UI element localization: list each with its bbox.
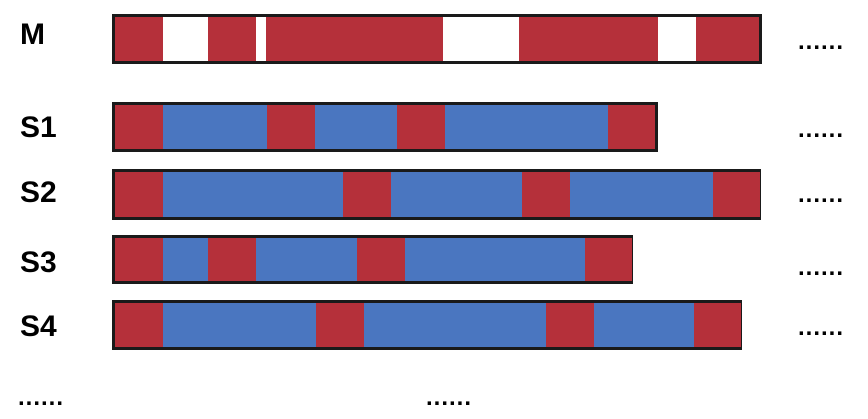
bar-m <box>112 14 762 64</box>
segment-red <box>585 238 632 281</box>
segment-red <box>546 303 594 347</box>
segment-blue <box>391 172 522 217</box>
segment-red <box>357 238 405 281</box>
bar-s3 <box>112 235 633 284</box>
segment-red <box>115 172 163 217</box>
ellipsis-bottom-center: ...... <box>426 384 473 411</box>
bar-s4 <box>112 300 742 350</box>
segment-red <box>115 238 163 281</box>
ellipsis-s4: ...... <box>798 314 845 341</box>
segment-red <box>208 238 256 281</box>
ellipsis-bottom-left: ...... <box>18 384 65 411</box>
segment-white <box>443 17 519 61</box>
segment-white <box>256 17 266 61</box>
segment-red <box>519 17 658 61</box>
segment-red <box>266 17 443 61</box>
segment-red <box>608 105 655 149</box>
ellipsis-s3: ...... <box>798 254 845 281</box>
segment-blue <box>256 238 357 281</box>
segment-blue <box>163 238 208 281</box>
segment-white <box>658 17 696 61</box>
segment-red <box>115 17 163 61</box>
segment-red <box>267 105 315 149</box>
segment-red <box>397 105 445 149</box>
ellipsis-m: ...... <box>798 28 845 55</box>
segment-red <box>343 172 391 217</box>
segment-red <box>115 303 163 347</box>
segment-red <box>208 17 256 61</box>
segment-blue <box>163 303 316 347</box>
segment-white <box>163 17 208 61</box>
row-label-m: M <box>20 18 45 51</box>
segment-blue <box>570 172 713 217</box>
row-label-s3: S3 <box>20 246 57 279</box>
bar-s2 <box>112 169 761 220</box>
segment-blue <box>405 238 585 281</box>
segment-blue <box>594 303 694 347</box>
bar-s1 <box>112 102 658 152</box>
segment-blue <box>163 105 267 149</box>
ellipsis-s1: ...... <box>798 116 845 143</box>
segment-blue <box>163 172 343 217</box>
segment-red <box>713 172 760 217</box>
row-label-s4: S4 <box>20 310 57 343</box>
segment-red <box>696 17 759 61</box>
segment-red <box>115 105 163 149</box>
row-label-s1: S1 <box>20 111 57 144</box>
segment-blue <box>315 105 397 149</box>
segment-blue <box>364 303 546 347</box>
row-label-s2: S2 <box>20 176 57 209</box>
segment-red <box>522 172 570 217</box>
segment-red <box>316 303 364 347</box>
segment-blue <box>445 105 608 149</box>
ellipsis-s2: ...... <box>798 181 845 208</box>
segment-red <box>694 303 741 347</box>
